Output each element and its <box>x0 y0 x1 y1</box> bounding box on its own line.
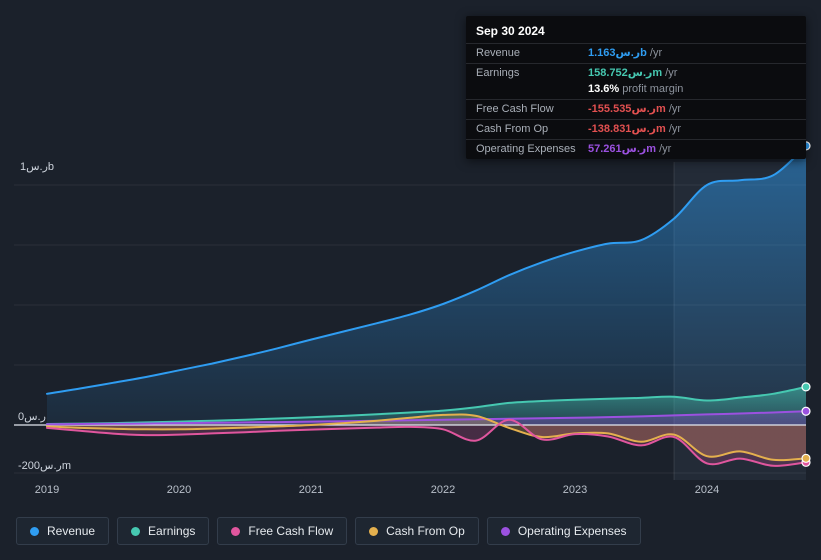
legend-item-earnings[interactable]: Earnings <box>117 517 210 545</box>
tooltip-row-cash-from-op: Cash From Op -138.831ر.سm /yr <box>466 119 806 139</box>
legend-label: Revenue <box>47 524 96 538</box>
tooltip-row-operating-expenses: Operating Expenses 57.261ر.سm /yr <box>466 139 806 159</box>
free-cash-flow-legend-dot <box>231 526 241 536</box>
tooltip-label: Free Cash Flow <box>476 103 554 115</box>
earnings-value: 158.752ر.سm <box>588 67 663 79</box>
legend-item-free-cash-flow[interactable]: Free Cash Flow <box>217 517 348 545</box>
y-axis-label-neg200: -200ر.سm <box>18 460 71 472</box>
operating-expenses-legend-dot <box>500 526 510 536</box>
free-cash-flow-value: -155.535ر.سm <box>588 103 666 115</box>
x-axis-label-2020: 2020 <box>166 484 192 496</box>
tooltip-date: Sep 30 2024 <box>476 24 545 38</box>
legend-label: Cash From Op <box>386 524 465 538</box>
tooltip-row-revenue: Revenue 1.163ر.سb /yr <box>466 43 806 63</box>
tooltip-label: Cash From Op <box>476 123 549 135</box>
revenue-unit: /yr <box>646 47 663 59</box>
x-axis-label-2019: 2019 <box>34 484 60 496</box>
tooltip-label: Revenue <box>476 47 521 59</box>
free-cash-flow-unit: /yr <box>665 103 682 115</box>
tooltip-row-earnings: Earnings 158.752ر.سm /yr <box>466 63 806 83</box>
chart-canvas[interactable] <box>0 140 821 490</box>
earnings-legend-dot <box>131 526 141 536</box>
operating-expenses-value: 57.261ر.سm <box>588 143 657 155</box>
earnings-unit: /yr <box>662 67 678 79</box>
cash-from-op-unit: /yr <box>665 123 682 135</box>
legend: Revenue Earnings Free Cash Flow Cash Fro… <box>16 517 641 545</box>
x-axis-label-2024: 2024 <box>694 484 720 496</box>
legend-item-cash-from-op[interactable]: Cash From Op <box>355 517 479 545</box>
tooltip-row-free-cash-flow: Free Cash Flow -155.535ر.سm /yr <box>466 99 806 119</box>
y-axis-label-zero: 0ر.س <box>18 411 46 423</box>
chart-tooltip: Sep 30 2024 Revenue 1.163ر.سb /yr Earnin… <box>466 16 806 159</box>
x-axis-label-2022: 2022 <box>430 484 456 496</box>
tooltip-row-profit-margin: 13.6% profit margin <box>466 83 806 99</box>
legend-label: Operating Expenses <box>517 524 627 538</box>
legend-label: Free Cash Flow <box>248 524 334 538</box>
profit-margin-unit: profit margin <box>619 83 684 95</box>
legend-item-operating-expenses[interactable]: Operating Expenses <box>486 517 641 545</box>
profit-margin-value: 13.6% <box>588 83 620 95</box>
operating-expenses-unit: /yr <box>656 143 672 155</box>
tooltip-label: Earnings <box>476 67 520 79</box>
legend-item-revenue[interactable]: Revenue <box>16 517 110 545</box>
tooltip-label: Operating Expenses <box>476 143 576 155</box>
cash-from-op-legend-dot <box>369 526 379 536</box>
x-axis-label-2023: 2023 <box>562 484 588 496</box>
revenue-value: 1.163ر.سb <box>588 47 647 59</box>
x-axis-label-2021: 2021 <box>298 484 324 496</box>
y-axis-label-1b: 1ر.سb <box>20 161 55 173</box>
legend-label: Earnings <box>148 524 196 538</box>
revenue-legend-dot <box>30 526 39 536</box>
cash-from-op-value: -138.831ر.سm <box>588 123 666 135</box>
